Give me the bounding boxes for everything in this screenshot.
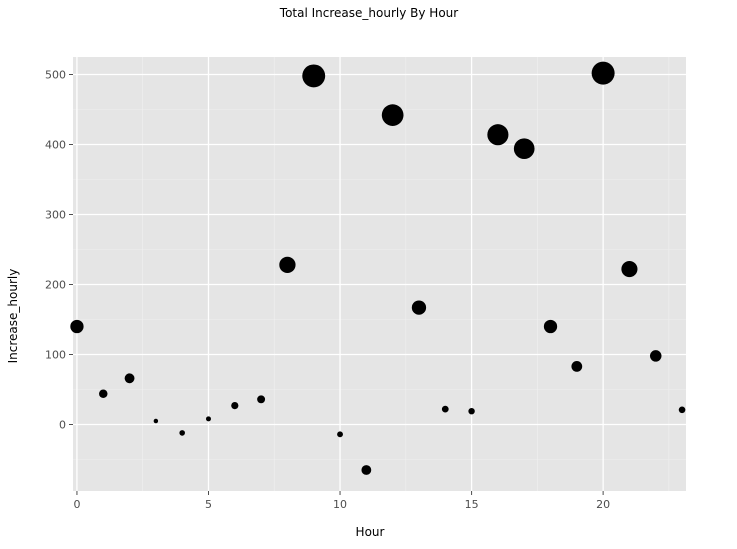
data-point [571, 361, 583, 372]
data-point [124, 373, 135, 384]
y-tick-label: 0 [59, 419, 66, 432]
data-point [678, 406, 686, 414]
data-point [257, 395, 266, 404]
x-tick-label: 10 [333, 498, 347, 511]
data-point [179, 430, 185, 436]
y-axis-title: Increase_hourly [6, 269, 20, 364]
x-tick-label: 15 [465, 498, 479, 511]
data-point [411, 300, 427, 315]
minor-grid [73, 57, 686, 491]
data-point [70, 319, 84, 334]
chart-title: Total Increase_hourly By Hour [279, 6, 458, 20]
data-point [649, 350, 662, 362]
data-point [361, 465, 372, 475]
data-point [621, 261, 638, 278]
data-point [302, 64, 326, 88]
data-point [591, 61, 615, 85]
data-point [99, 389, 108, 398]
x-axis-ticks: 0 5 10 15 20 [73, 491, 610, 511]
x-tick-label: 20 [596, 498, 610, 511]
x-tick-label: 5 [205, 498, 212, 511]
y-tick-label: 500 [45, 69, 66, 82]
data-point [513, 138, 535, 160]
y-tick-label: 400 [45, 139, 66, 152]
data-point [153, 418, 159, 424]
data-point [441, 405, 449, 413]
x-axis-title: Hour [356, 525, 385, 539]
x-tick-label: 0 [73, 498, 80, 511]
points-layer [70, 61, 686, 475]
data-point [279, 256, 296, 274]
y-tick-label: 200 [45, 279, 66, 292]
data-point [337, 431, 343, 438]
data-point [381, 104, 404, 126]
y-tick-label: 100 [45, 349, 66, 362]
data-point [543, 319, 558, 334]
data-point [468, 408, 475, 415]
plot-panel [73, 57, 686, 491]
y-axis-ticks: 0 100 200 300 400 500 [45, 69, 73, 432]
data-point [231, 402, 239, 410]
data-point [205, 416, 211, 422]
y-tick-label: 300 [45, 209, 66, 222]
data-point [487, 124, 509, 146]
